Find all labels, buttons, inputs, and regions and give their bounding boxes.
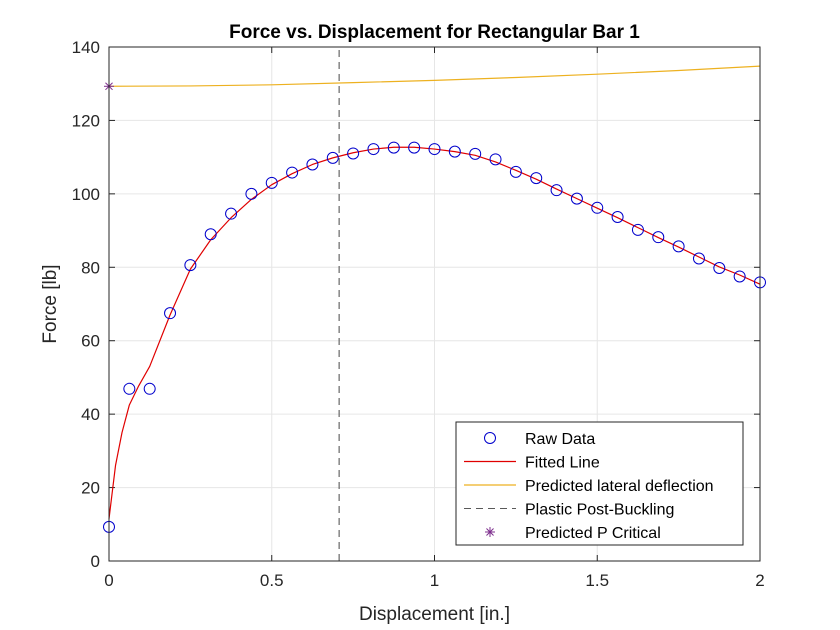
legend-swatch-predicted-p-critical xyxy=(485,527,495,537)
raw-data-point xyxy=(530,172,543,185)
raw-data-point xyxy=(489,153,502,166)
legend-label-predicted-lateral-deflection: Predicted lateral deflection xyxy=(525,478,714,495)
legend-swatch-raw-data xyxy=(484,432,496,444)
y-tick-label: 120 xyxy=(72,111,100,130)
legend-label-fitted-line: Fitted Line xyxy=(525,455,600,472)
raw-data-point xyxy=(652,231,665,244)
x-tick-label: 2 xyxy=(755,571,764,590)
legend: Raw Data Fitted Line Predicted lateral def… xyxy=(455,421,744,546)
raw-data-point xyxy=(306,158,319,171)
chart-title: Force vs. Displacement for Rectangular B… xyxy=(229,22,640,43)
raw-data-point xyxy=(265,176,278,189)
raw-data-point xyxy=(326,151,339,164)
legend-label-raw-data: Raw Data xyxy=(525,431,595,448)
predicted-lateral-deflection-line xyxy=(108,65,761,87)
y-tick-label: 100 xyxy=(72,185,100,204)
raw-data-point xyxy=(204,228,217,241)
raw-data-point xyxy=(225,207,238,220)
y-tick-label: 140 xyxy=(72,38,100,57)
raw-data-point xyxy=(164,307,177,320)
y-axis-label: Force [lb] xyxy=(40,264,61,343)
raw-data-point xyxy=(408,141,421,154)
y-tick-label: 80 xyxy=(81,258,100,277)
raw-data-point xyxy=(123,382,136,395)
raw-data-point xyxy=(733,270,746,283)
x-tick-label: 0.5 xyxy=(260,571,284,590)
x-tick-label: 1 xyxy=(430,571,439,590)
raw-data-point xyxy=(611,210,624,223)
raw-data-point xyxy=(448,145,461,158)
raw-data-point xyxy=(286,166,299,179)
y-tick-label: 60 xyxy=(81,332,100,351)
raw-data-point xyxy=(469,147,482,160)
series-layer xyxy=(103,47,766,561)
x-tick-label: 0 xyxy=(104,571,113,590)
raw-data-point xyxy=(428,143,441,156)
legend-label-plastic-post-buckling: Plastic Post-Buckling xyxy=(525,502,674,519)
fitted-line-line xyxy=(108,146,761,519)
x-tick-label: 1.5 xyxy=(585,571,609,590)
raw-data-point xyxy=(347,147,360,160)
raw-data-point xyxy=(387,141,400,154)
raw-data-point xyxy=(591,201,604,214)
raw-data-points xyxy=(103,141,766,533)
legend-label-predicted-p-critical: Predicted P Critical xyxy=(525,525,661,542)
plot-frame xyxy=(108,46,761,562)
raw-data-point xyxy=(550,184,563,197)
raw-data-point xyxy=(631,223,644,236)
raw-data-point xyxy=(692,252,705,265)
raw-data-point xyxy=(184,259,197,272)
y-tick-label: 40 xyxy=(81,405,100,424)
raw-data-point xyxy=(672,240,685,253)
asterisk-stroke xyxy=(486,528,494,536)
raw-data-point xyxy=(245,187,258,200)
raw-data-point xyxy=(509,165,522,178)
raw-data-point xyxy=(143,382,156,395)
y-tick-label: 20 xyxy=(81,479,100,498)
raw-data-point xyxy=(570,192,583,205)
x-axis-label: Displacement [in.] xyxy=(359,604,510,625)
raw-data-point xyxy=(713,262,726,275)
legend-box xyxy=(455,421,744,546)
raw-data-point xyxy=(367,143,380,156)
y-tick-label: 0 xyxy=(91,552,100,571)
